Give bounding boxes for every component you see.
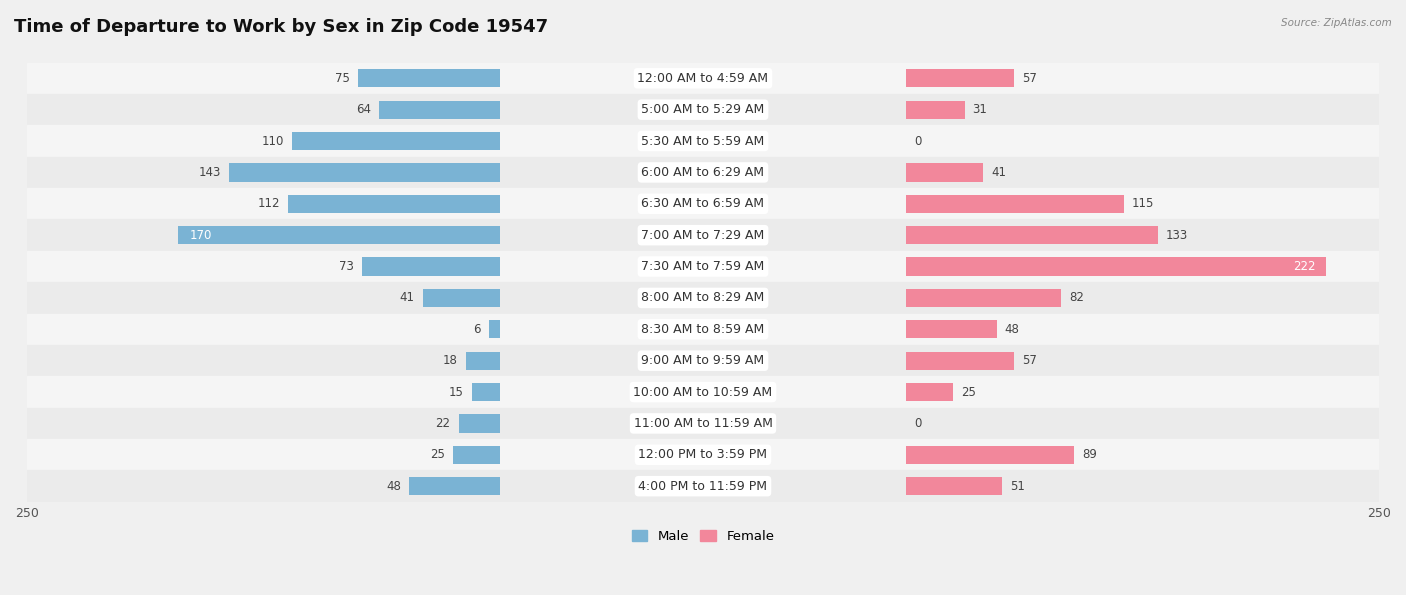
Text: 7:30 AM to 7:59 AM: 7:30 AM to 7:59 AM [641, 260, 765, 273]
Text: 0: 0 [914, 134, 921, 148]
Text: 82: 82 [1069, 292, 1084, 305]
Text: Source: ZipAtlas.com: Source: ZipAtlas.com [1281, 18, 1392, 28]
Text: 75: 75 [335, 72, 350, 85]
Bar [27, 345, 1379, 377]
Text: 10:00 AM to 10:59 AM: 10:00 AM to 10:59 AM [634, 386, 772, 399]
Bar [27, 377, 1379, 408]
Legend: Male, Female: Male, Female [626, 524, 780, 548]
Bar [27, 220, 1379, 251]
Text: 18: 18 [443, 354, 458, 367]
Text: 25: 25 [962, 386, 976, 399]
Text: 64: 64 [356, 103, 371, 116]
Bar [27, 471, 1379, 502]
Bar [472, 383, 501, 401]
Bar [905, 69, 1014, 87]
Text: 11:00 AM to 11:59 AM: 11:00 AM to 11:59 AM [634, 417, 772, 430]
Bar [292, 132, 501, 150]
Text: 112: 112 [257, 198, 280, 210]
Bar [905, 320, 997, 339]
Bar [409, 477, 501, 495]
Bar [359, 69, 501, 87]
Text: 73: 73 [339, 260, 354, 273]
Bar [905, 195, 1123, 213]
Bar [179, 226, 501, 245]
Bar [905, 352, 1014, 369]
Text: 15: 15 [449, 386, 464, 399]
Text: 170: 170 [190, 228, 211, 242]
Text: 133: 133 [1166, 228, 1188, 242]
Text: 48: 48 [1005, 323, 1019, 336]
Text: 8:30 AM to 8:59 AM: 8:30 AM to 8:59 AM [641, 323, 765, 336]
Bar [27, 62, 1379, 94]
Bar [905, 226, 1157, 245]
Bar [423, 289, 501, 307]
Text: 5:30 AM to 5:59 AM: 5:30 AM to 5:59 AM [641, 134, 765, 148]
Bar [905, 446, 1074, 464]
Text: 12:00 AM to 4:59 AM: 12:00 AM to 4:59 AM [637, 72, 769, 85]
Bar [27, 188, 1379, 220]
Bar [27, 94, 1379, 126]
Bar [905, 258, 1326, 275]
Bar [27, 251, 1379, 282]
Bar [905, 101, 965, 119]
Bar [905, 163, 983, 181]
Text: 9:00 AM to 9:59 AM: 9:00 AM to 9:59 AM [641, 354, 765, 367]
Text: 143: 143 [200, 166, 221, 179]
Bar [361, 258, 501, 275]
Bar [229, 163, 501, 181]
Text: 51: 51 [1011, 480, 1025, 493]
Text: 110: 110 [262, 134, 284, 148]
Text: 0: 0 [914, 417, 921, 430]
Text: 5:00 AM to 5:29 AM: 5:00 AM to 5:29 AM [641, 103, 765, 116]
Bar [288, 195, 501, 213]
Text: 4:00 PM to 11:59 PM: 4:00 PM to 11:59 PM [638, 480, 768, 493]
Text: 57: 57 [1022, 72, 1036, 85]
Bar [489, 320, 501, 339]
Bar [380, 101, 501, 119]
Bar [27, 314, 1379, 345]
Bar [905, 383, 953, 401]
Text: 31: 31 [973, 103, 987, 116]
Bar [458, 414, 501, 433]
Text: 7:00 AM to 7:29 AM: 7:00 AM to 7:29 AM [641, 228, 765, 242]
Text: 89: 89 [1083, 448, 1097, 461]
Bar [27, 282, 1379, 314]
Bar [27, 439, 1379, 471]
Bar [27, 408, 1379, 439]
Bar [905, 477, 1002, 495]
Text: 57: 57 [1022, 354, 1036, 367]
Text: 41: 41 [399, 292, 415, 305]
Bar [27, 126, 1379, 156]
Text: 12:00 PM to 3:59 PM: 12:00 PM to 3:59 PM [638, 448, 768, 461]
Text: 6:30 AM to 6:59 AM: 6:30 AM to 6:59 AM [641, 198, 765, 210]
Text: 6: 6 [474, 323, 481, 336]
Bar [27, 156, 1379, 188]
Text: Time of Departure to Work by Sex in Zip Code 19547: Time of Departure to Work by Sex in Zip … [14, 18, 548, 36]
Text: 8:00 AM to 8:29 AM: 8:00 AM to 8:29 AM [641, 292, 765, 305]
Text: 25: 25 [430, 448, 444, 461]
Text: 222: 222 [1292, 260, 1315, 273]
Text: 48: 48 [387, 480, 401, 493]
Bar [905, 289, 1062, 307]
Bar [453, 446, 501, 464]
Text: 41: 41 [991, 166, 1007, 179]
Text: 22: 22 [436, 417, 450, 430]
Bar [467, 352, 501, 369]
Text: 6:00 AM to 6:29 AM: 6:00 AM to 6:29 AM [641, 166, 765, 179]
Text: 115: 115 [1132, 198, 1154, 210]
